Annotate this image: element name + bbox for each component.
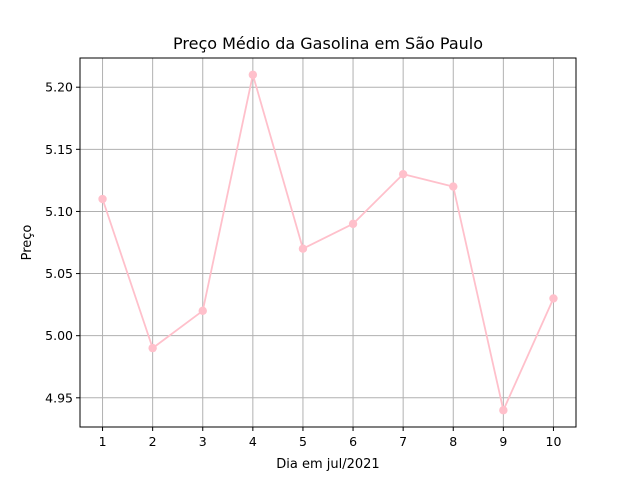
x-tick-label: 6 <box>349 434 357 449</box>
data-point <box>98 194 107 204</box>
y-axis-label: Preço <box>20 225 35 261</box>
x-tick-label: 2 <box>149 434 157 449</box>
chart-title: Preço Médio da Gasolina em São Paulo <box>173 34 483 53</box>
x-tick-label: 5 <box>299 434 307 449</box>
y-tick-label: 4.95 <box>45 390 73 405</box>
data-point <box>398 169 408 179</box>
data-point <box>449 182 458 191</box>
x-tick-label: 3 <box>199 434 207 449</box>
data-point <box>348 219 358 229</box>
data-point <box>549 294 558 303</box>
data-point <box>248 70 258 79</box>
y-tick-label: 5.05 <box>45 266 73 281</box>
data-point <box>298 244 308 253</box>
y-tick-label: 5.20 <box>45 80 73 95</box>
y-tick-label: 5.10 <box>45 204 73 219</box>
x-tick-label: 4 <box>249 434 257 449</box>
y-tick-label: 5.15 <box>45 142 73 157</box>
x-tick-label: 7 <box>399 434 407 449</box>
data-point <box>148 343 157 353</box>
data-point <box>198 306 207 316</box>
x-tick-label: 1 <box>99 434 107 449</box>
series-line <box>101 73 555 412</box>
axis-ticks: 1 2 3 4 5 6 7 8 9 10 4.95 5.00 5.05 5.10 5.15 5.20 <box>45 80 561 449</box>
y-tick-label: 5.00 <box>45 328 73 343</box>
x-axis-label: Dia em jul/2021 <box>276 457 379 472</box>
x-tick-label: 8 <box>449 434 457 449</box>
plot-frame <box>79 57 577 428</box>
data-point <box>499 406 508 415</box>
x-tick-label: 10 <box>546 434 562 449</box>
series-layer <box>98 70 558 415</box>
grid-lines <box>80 58 576 427</box>
x-tick-label: 9 <box>499 434 507 449</box>
